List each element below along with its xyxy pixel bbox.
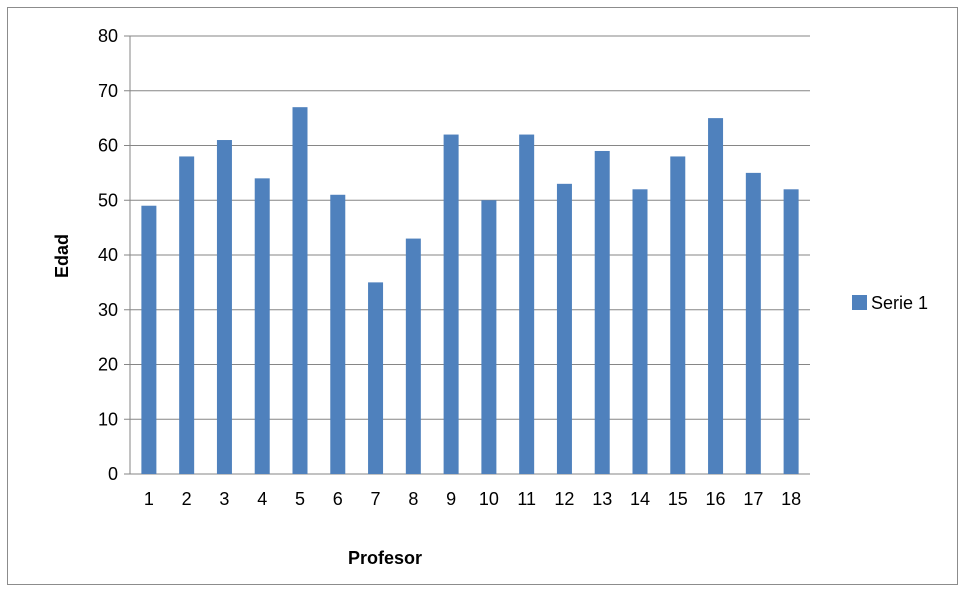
x-tick-label: 2 (182, 489, 192, 509)
x-tick-label: 4 (257, 489, 267, 509)
y-tick-label: 40 (98, 245, 118, 265)
y-tick-label: 70 (98, 81, 118, 101)
y-tick-label: 60 (98, 136, 118, 156)
x-tick-label: 6 (333, 489, 343, 509)
gridlines (124, 35, 810, 475)
x-axis-title: Profesor (348, 548, 422, 568)
legend-label: Serie 1 (871, 293, 928, 313)
bar-15 (670, 156, 686, 474)
x-tick-label: 3 (219, 489, 229, 509)
bar-8 (405, 238, 421, 474)
x-tick-label: 11 (517, 489, 536, 509)
bar-9 (443, 134, 459, 475)
x-tick-label: 9 (446, 489, 456, 509)
x-tick-label: 5 (295, 489, 305, 509)
x-tick-labels: 1 2 3 4 5 6 7 8 9 10 11 12 13 14 15 16 17 18 (144, 489, 801, 509)
bar-1 (141, 205, 157, 474)
bar-12 (556, 183, 572, 474)
bar-11 (519, 134, 535, 475)
x-tick-label: 16 (706, 489, 726, 509)
x-tick-label: 13 (592, 489, 612, 509)
x-tick-label: 14 (630, 489, 650, 509)
x-tick-label: 17 (743, 489, 763, 509)
y-tick-label: 20 (98, 355, 118, 375)
x-tick-label: 18 (781, 489, 801, 509)
y-tick-label: 0 (108, 464, 118, 484)
bar-14 (632, 189, 648, 475)
x-tick-label: 12 (554, 489, 574, 509)
bar-18 (783, 189, 799, 475)
bar-13 (594, 150, 610, 474)
y-tick-label: 10 (98, 409, 118, 429)
x-tick-label: 15 (668, 489, 688, 509)
y-tick-label: 30 (98, 300, 118, 320)
bar-3 (216, 140, 232, 474)
x-tick-label: 10 (479, 489, 499, 509)
bar-16 (708, 118, 724, 474)
bar-6 (330, 194, 346, 474)
x-tick-label: 8 (408, 489, 418, 509)
x-tick-label: 1 (144, 489, 154, 509)
bar-17 (745, 172, 761, 474)
bar-10 (481, 200, 497, 474)
legend: Serie 1 (852, 293, 928, 313)
y-tick-labels: 0 10 20 30 40 50 60 70 80 (98, 26, 118, 484)
bar-2 (179, 156, 195, 474)
bar-7 (368, 282, 384, 474)
legend-swatch (852, 295, 867, 310)
y-tick-label: 50 (98, 190, 118, 210)
y-axis-title: Edad (52, 234, 72, 278)
bar-5 (292, 107, 308, 475)
bars (141, 107, 799, 475)
bar-4 (254, 178, 270, 474)
y-tick-label: 80 (98, 26, 118, 46)
x-tick-label: 7 (371, 489, 381, 509)
